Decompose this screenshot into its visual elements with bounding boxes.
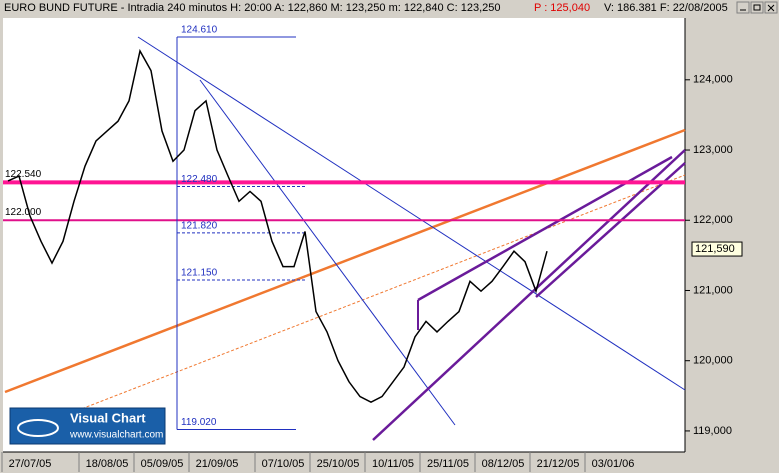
x-tick-label: 21/12/05 xyxy=(537,458,580,470)
y-tick-label: 124,000 xyxy=(693,74,733,86)
icon xyxy=(753,4,761,11)
trend-line xyxy=(199,79,456,426)
price-line xyxy=(7,48,548,403)
x-tick-label: 08/12/05 xyxy=(482,458,525,470)
trend-line xyxy=(372,149,686,441)
fib-label: 124.610 xyxy=(181,25,218,36)
logo-box xyxy=(9,407,166,445)
x-tick-label: 18/08/05 xyxy=(86,458,129,470)
last-price-box xyxy=(691,241,743,257)
title-tail: V: 186.381 F: 22/08/2005 xyxy=(604,2,728,14)
x-tick-label: 03/01/06 xyxy=(592,458,635,470)
icon xyxy=(767,4,775,12)
last-price-label: 121,590 xyxy=(695,243,735,255)
trend-line xyxy=(4,128,686,394)
x-tick-label: 10/11/05 xyxy=(372,458,414,470)
x-tick-label: 07/10/05 xyxy=(262,458,305,470)
trend-line xyxy=(137,36,686,391)
horizontal-line-label: 122.000 xyxy=(5,207,42,218)
y-tick-label: 123,000 xyxy=(693,144,733,156)
price-note: P : 125,040 xyxy=(534,2,590,14)
fib-label: 119.020 xyxy=(181,417,217,428)
fib-label: 121.820 xyxy=(181,221,218,232)
y-tick-label: 119,000 xyxy=(693,425,732,437)
y-tick-label: 120,000 xyxy=(693,355,733,367)
chart-content: 119,000 120,000 121,000 122,000 123,000 124,0… xyxy=(1,25,743,472)
maximize-button[interactable] xyxy=(750,1,764,14)
x-tick-label: 21/09/05 xyxy=(196,458,239,470)
plot-area xyxy=(3,18,685,452)
logo-name: Visual Chart xyxy=(70,410,146,425)
y-tick-label: 122,000 xyxy=(693,214,733,226)
minimize-button[interactable] xyxy=(736,1,750,14)
logo-icon xyxy=(17,419,59,437)
fib-label: 122.480 xyxy=(181,174,218,185)
window-buttons xyxy=(736,1,778,14)
logo-url: www.visualchart.com xyxy=(69,430,163,441)
logo: Visual Chart www.visualchart.com xyxy=(9,407,166,445)
horizontal-line-label: 122.540 xyxy=(5,169,42,180)
chart-title: EURO BUND FUTURE - Intradia 240 minutos … xyxy=(4,2,500,14)
y-tick-label: 121,000 xyxy=(693,284,733,296)
x-tick-label: 25/11/05 xyxy=(427,458,469,470)
fib-label: 121.150 xyxy=(181,268,218,279)
x-tick-label: 27/07/05 xyxy=(9,458,52,470)
x-tick-label: 05/09/05 xyxy=(141,458,184,470)
x-tick-label: 25/10/05 xyxy=(317,458,360,470)
trend-line xyxy=(535,162,686,298)
